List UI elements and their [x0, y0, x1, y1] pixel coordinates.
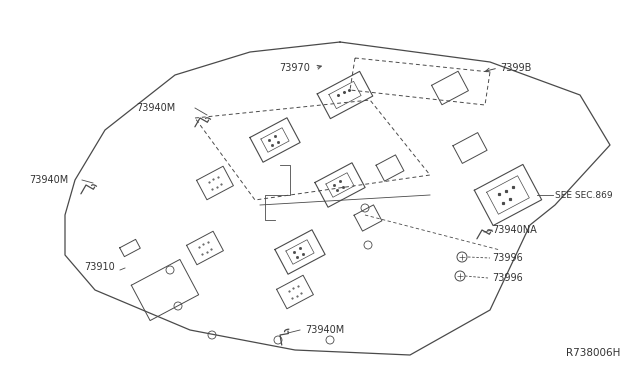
- Text: 73940M: 73940M: [29, 175, 68, 185]
- Text: 73940M: 73940M: [305, 325, 344, 335]
- Text: 73996: 73996: [492, 253, 523, 263]
- Text: 73940M: 73940M: [136, 103, 175, 113]
- Text: R738006H: R738006H: [566, 348, 620, 358]
- Text: 73910: 73910: [84, 262, 115, 272]
- Text: SEE SEC.869: SEE SEC.869: [555, 190, 612, 199]
- Text: 7399B: 7399B: [500, 63, 531, 73]
- Text: 73940NA: 73940NA: [492, 225, 537, 235]
- Text: 73970: 73970: [279, 63, 310, 73]
- Text: 73996: 73996: [492, 273, 523, 283]
